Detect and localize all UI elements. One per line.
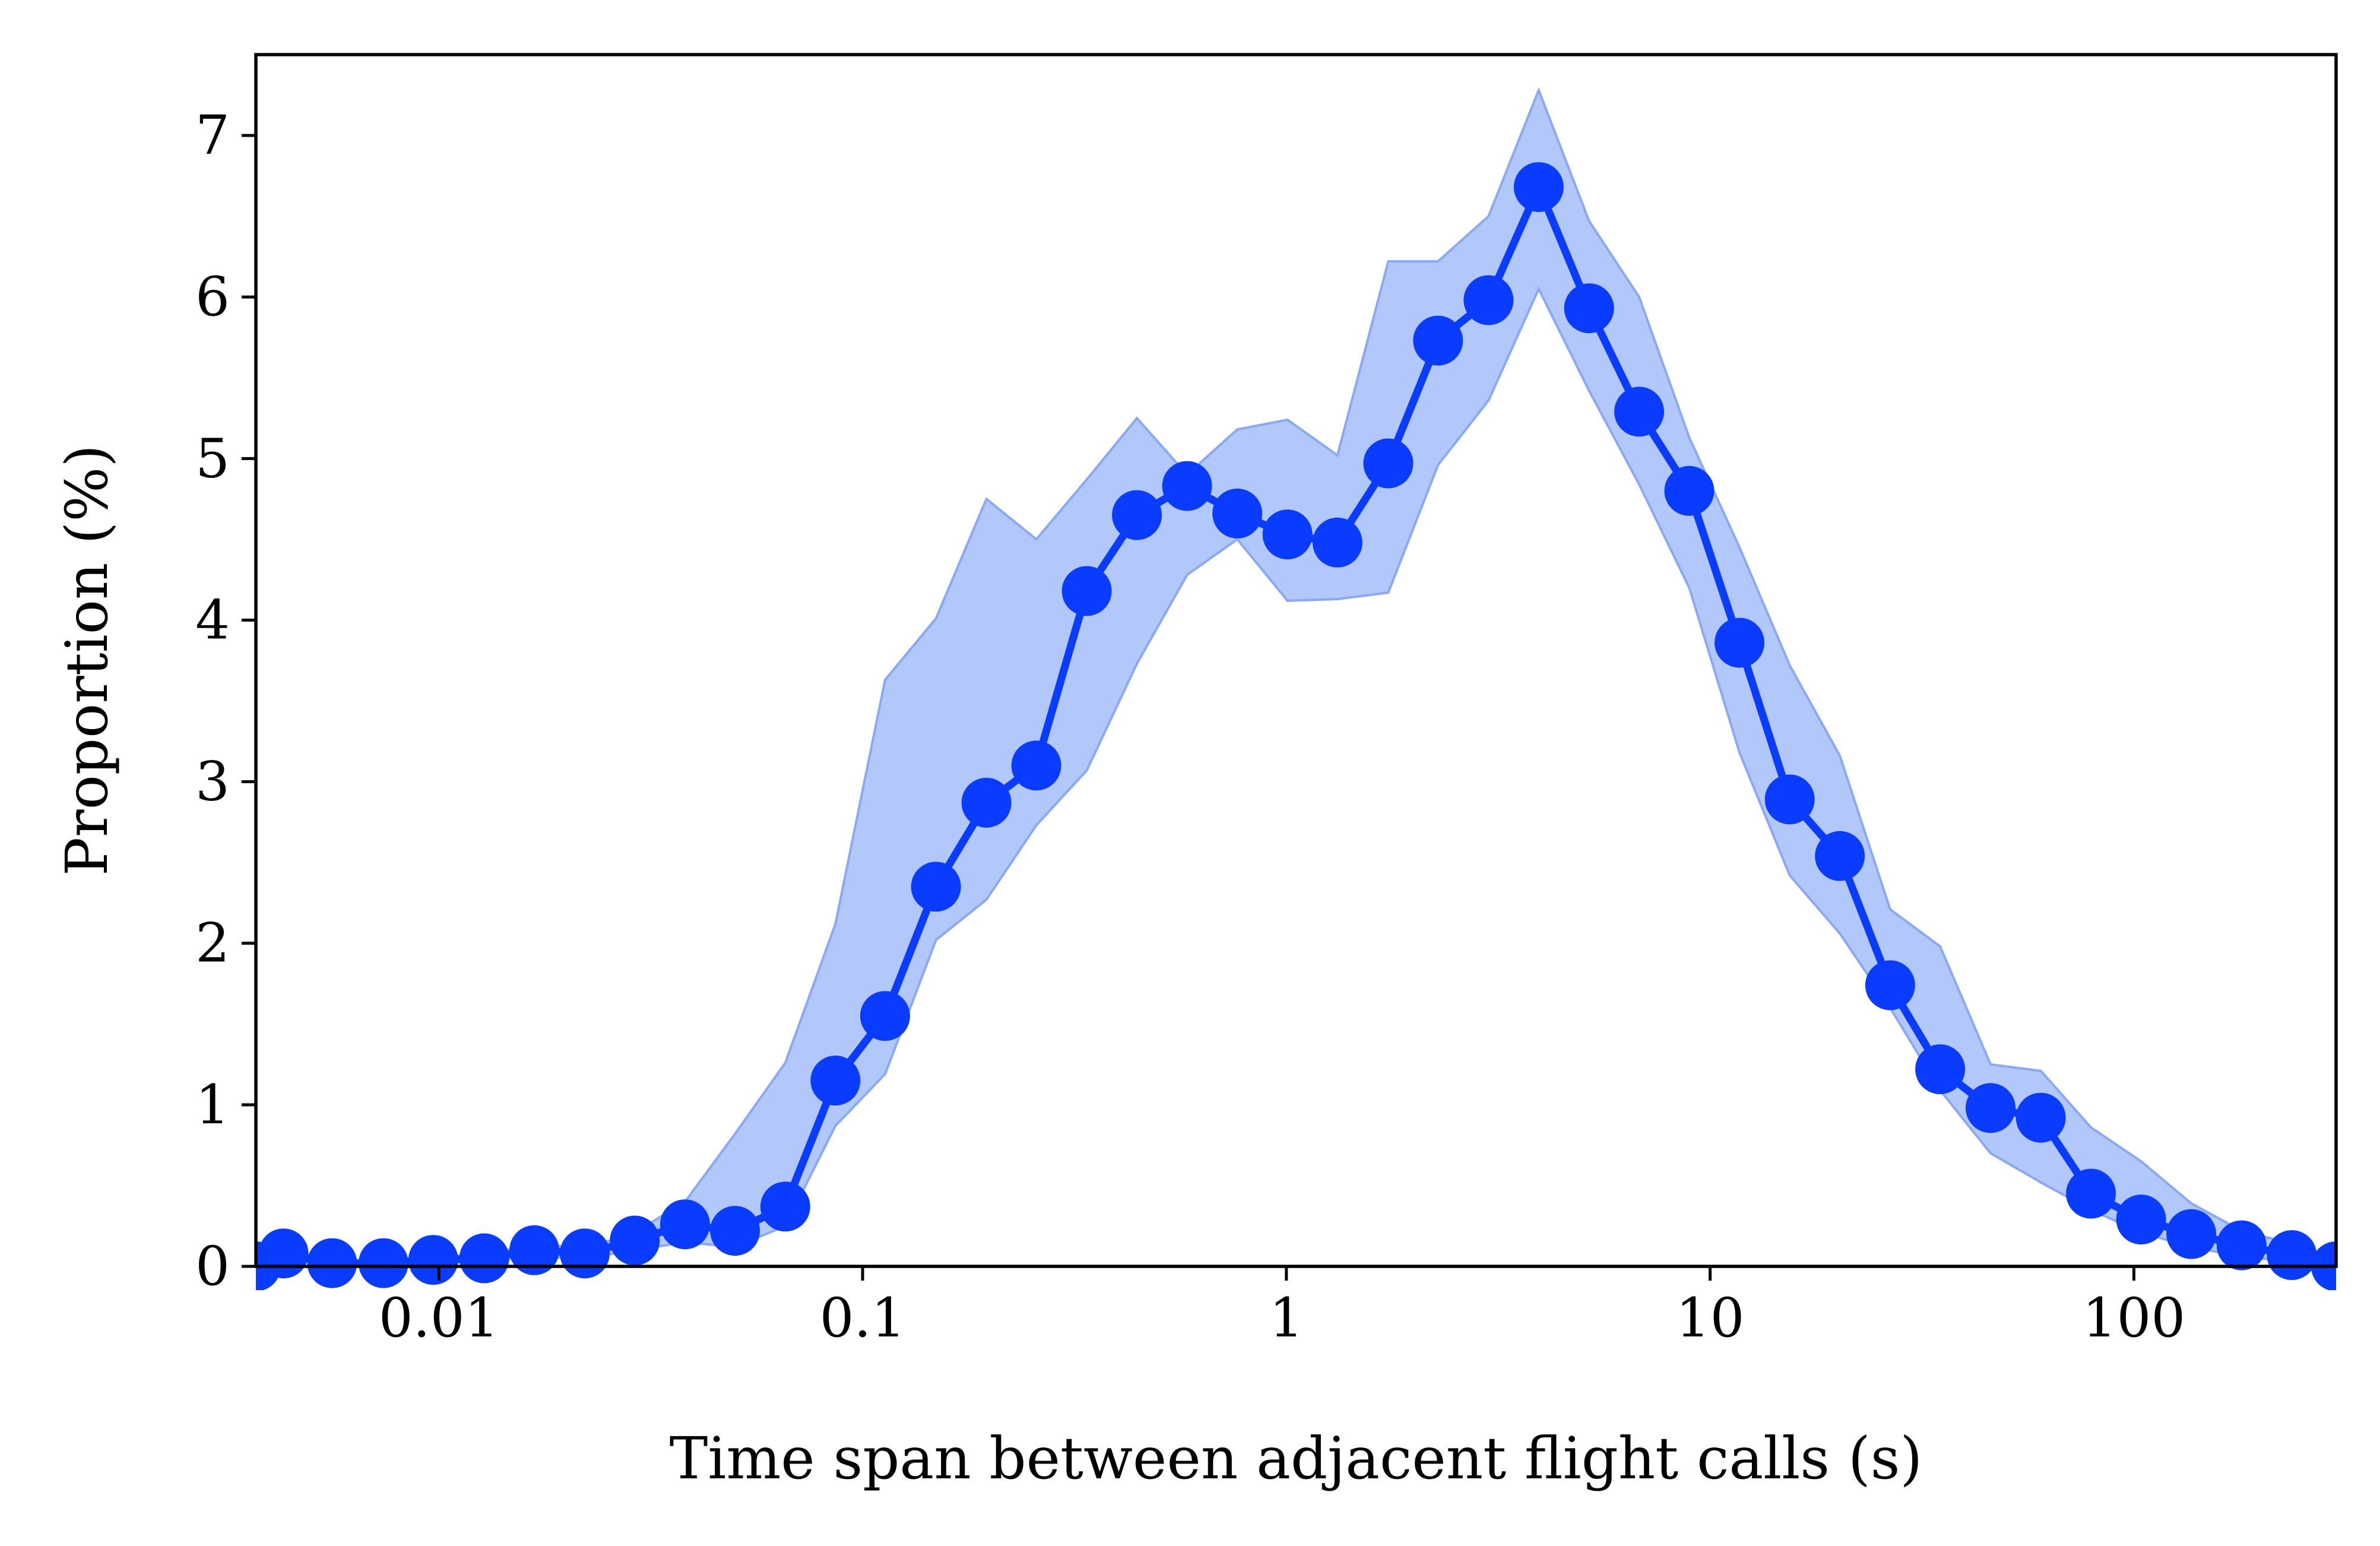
data-point [810, 1056, 861, 1105]
data-point [1413, 315, 1463, 366]
data-point [1966, 1083, 2015, 1133]
data-point [610, 1215, 660, 1266]
data-point [408, 1235, 458, 1285]
data-point [1212, 488, 1263, 538]
y-axis-ticks: 0 1 2 3 4 5 6 7 [195, 104, 256, 1298]
data-point [1061, 566, 1112, 616]
x-tick-label: 10 [1676, 1287, 1745, 1349]
x-axis-label: Time span between adjacent flight calls … [670, 1425, 1923, 1492]
data-point [1915, 1044, 1966, 1094]
data-point [961, 778, 1012, 828]
data-point [2166, 1209, 2217, 1259]
data-point [1312, 517, 1362, 568]
data-point [1564, 283, 1614, 334]
data-point [358, 1238, 408, 1288]
data-point [307, 1238, 357, 1288]
data-point [1715, 617, 1765, 668]
data-point [1262, 509, 1313, 560]
data-point [860, 991, 910, 1041]
data-point [560, 1228, 610, 1279]
data-point [760, 1181, 810, 1232]
data-points-layer [256, 162, 2336, 1290]
data-point [1011, 740, 1061, 791]
data-point [1363, 438, 1414, 489]
y-tick-label: 1 [195, 1074, 230, 1136]
data-point [1664, 465, 1715, 516]
data-point [1513, 162, 1564, 213]
plot-frame [254, 53, 2338, 1268]
x-axis-ticks: 0.01 0.1 1 10 100 [379, 1266, 2185, 1349]
data-point [1112, 490, 1162, 540]
y-tick-label: 6 [195, 266, 230, 328]
y-tick-label: 7 [195, 104, 230, 167]
data-point [1614, 386, 1665, 437]
data-point [2216, 1220, 2267, 1271]
data-point [2066, 1168, 2116, 1219]
data-point [710, 1206, 760, 1256]
y-tick-label: 3 [195, 751, 230, 813]
confidence-band [255, 87, 2337, 1268]
data-point [509, 1225, 559, 1275]
y-tick-label: 4 [195, 589, 230, 651]
data-point [660, 1199, 710, 1250]
data-point [1463, 275, 1514, 325]
y-tick-label: 2 [195, 913, 230, 975]
y-tick-label: 5 [195, 427, 230, 490]
data-point [1162, 461, 1212, 511]
data-point [1764, 774, 1815, 825]
x-tick-label: 1 [1269, 1287, 1304, 1349]
data-point [2267, 1230, 2317, 1280]
y-axis-label: Proportion (%) [53, 445, 121, 876]
data-point [459, 1233, 509, 1284]
data-point [2015, 1092, 2066, 1143]
x-tick-label: 0.1 [820, 1287, 906, 1349]
data-point [1815, 831, 1865, 881]
x-tick-label: 0.01 [379, 1287, 499, 1349]
data-point [2116, 1195, 2166, 1245]
data-point [1865, 960, 1915, 1010]
x-tick-label: 100 [2083, 1287, 2186, 1349]
data-point [258, 1228, 309, 1279]
data-point [911, 861, 961, 912]
y-tick-label: 0 [195, 1235, 230, 1298]
confidence-band-layer [255, 87, 2337, 1268]
